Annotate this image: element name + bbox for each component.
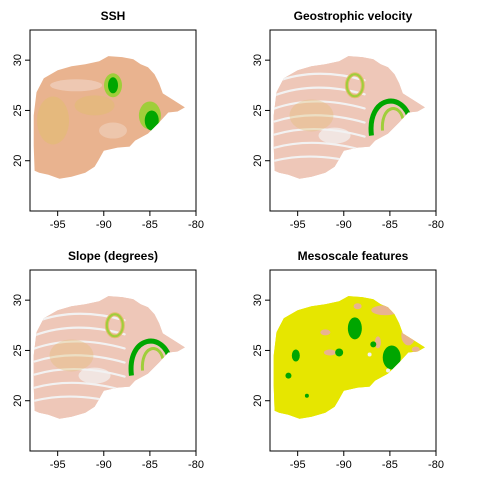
y-tick-label: 30 [252,294,264,306]
raster-cell [144,110,159,131]
x-tick-label: -95 [50,459,66,471]
raster-cell [320,329,331,336]
raster-cell [273,127,366,138]
raster-cell [99,122,127,139]
plot-frame [29,29,197,212]
raster-cell [347,317,362,340]
y-tick-label: 20 [12,155,24,167]
y-tick-label: 25 [252,104,264,116]
panel-title: Mesoscale features [298,249,409,263]
x-tick-label: -90 [336,219,352,231]
raster-cell [49,339,94,372]
plot-frame [269,269,437,452]
raster-cell [33,354,126,364]
y-tick-label: 25 [252,344,264,356]
plot-frame [29,269,197,452]
raster-cell [335,348,344,357]
panel-2: Geostrophic velocity -95 -90 -85 -80 20 25 30 [252,9,444,231]
panel-title: SSH [101,9,126,23]
map-raster [273,296,425,419]
raster-cell [33,367,126,378]
raster-cell [386,368,391,373]
y-tick-label: 30 [12,54,24,66]
raster-cell [381,107,405,131]
y-tick-label: 30 [12,294,24,306]
map-raster [33,56,185,179]
raster-cell [105,313,124,338]
panel-title: Slope (degrees) [68,249,158,263]
x-tick-label: -95 [290,459,306,471]
x-tick-label: -85 [382,219,398,231]
raster-cell [141,347,165,371]
x-tick-label: -80 [188,219,204,231]
panel-1: SSH -95 -90 -85 -80 20 25 30 [12,9,204,231]
raster-cell [33,326,126,337]
panel-4: Mesoscale features -95 -90 -85 -80 20 25 30 [252,249,444,471]
x-tick-label: -90 [96,459,112,471]
x-tick-label: -95 [290,219,306,231]
x-tick-label: -85 [382,459,398,471]
raster-cell [78,367,111,384]
raster-cell [374,336,381,349]
raster-cell [411,346,420,353]
raster-cell [108,77,118,94]
y-tick-label: 25 [12,104,24,116]
raster-cell [345,73,364,98]
plot-frame [269,29,437,212]
x-tick-label: -85 [142,219,158,231]
y-tick-label: 20 [12,395,24,407]
map-raster [273,56,425,179]
raster-cell [291,349,300,362]
x-tick-label: -90 [96,219,112,231]
x-tick-label: -85 [142,459,158,471]
y-tick-label: 20 [252,395,264,407]
panel-3: Slope (degrees) -95 -90 -85 -80 20 25 30 [12,249,204,471]
raster-cell [382,345,401,370]
raster-cell [401,325,416,346]
raster-cell [370,341,377,348]
raster-cell [37,96,70,145]
y-tick-label: 20 [252,155,264,167]
map-raster [33,296,185,419]
raster-cell [33,340,126,350]
raster-cell [273,100,366,110]
y-tick-label: 30 [252,54,264,66]
raster-cell [74,95,115,116]
raster-cell [353,303,362,310]
raster-cell [368,98,413,136]
x-tick-label: -90 [336,459,352,471]
y-tick-label: 25 [12,344,24,356]
x-tick-label: -80 [428,219,444,231]
raster-cell [273,141,366,152]
raster-cell [318,127,351,144]
raster-cell [273,114,366,124]
raster-cell [323,349,336,356]
raster-cell [128,338,173,376]
x-tick-label: -95 [50,219,66,231]
x-tick-label: -80 [188,459,204,471]
raster-cell [273,86,366,97]
raster-cell [367,352,372,357]
raster-cell [304,393,309,398]
raster-cell [285,372,292,379]
panel-title: Geostrophic velocity [294,9,413,23]
x-tick-label: -80 [428,459,444,471]
raster-cell [33,381,126,392]
raster-cell [371,305,400,316]
raster-cell [50,79,103,92]
raster-cell [289,99,334,132]
